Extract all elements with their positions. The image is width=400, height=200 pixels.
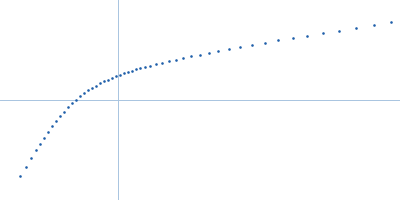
Point: [105, 78, 111, 81]
Point: [41, 136, 47, 139]
Point: [226, 47, 232, 51]
Point: [57, 114, 63, 118]
Point: [77, 95, 83, 98]
Point: [113, 75, 119, 78]
Point: [180, 56, 186, 60]
Point: [33, 148, 39, 152]
Point: [166, 60, 172, 63]
Point: [69, 102, 75, 105]
Point: [109, 76, 115, 79]
Point: [133, 68, 139, 71]
Point: [206, 51, 212, 54]
Point: [388, 21, 394, 24]
Point: [290, 36, 296, 39]
Point: [304, 34, 310, 37]
Point: [17, 174, 23, 178]
Point: [197, 53, 203, 56]
Point: [61, 110, 67, 113]
Point: [173, 58, 179, 61]
Point: [28, 156, 34, 160]
Point: [97, 82, 103, 85]
Point: [125, 70, 131, 73]
Point: [320, 31, 326, 35]
Point: [129, 69, 135, 72]
Point: [53, 119, 59, 122]
Point: [121, 72, 127, 75]
Point: [159, 61, 166, 64]
Point: [336, 29, 342, 32]
Point: [275, 39, 282, 42]
Point: [188, 55, 194, 58]
Point: [147, 64, 153, 67]
Point: [137, 67, 143, 70]
Point: [237, 45, 243, 49]
Point: [117, 73, 123, 76]
Point: [370, 24, 377, 27]
Point: [101, 80, 107, 83]
Point: [215, 49, 222, 53]
Point: [262, 41, 268, 44]
Point: [353, 26, 359, 30]
Point: [49, 124, 55, 128]
Point: [65, 106, 71, 109]
Point: [73, 98, 79, 101]
Point: [81, 92, 87, 95]
Point: [142, 65, 148, 69]
Point: [45, 130, 51, 133]
Point: [249, 43, 255, 46]
Point: [153, 63, 159, 66]
Point: [93, 84, 99, 87]
Point: [37, 142, 43, 145]
Point: [22, 165, 29, 169]
Point: [85, 89, 91, 92]
Point: [89, 86, 95, 90]
